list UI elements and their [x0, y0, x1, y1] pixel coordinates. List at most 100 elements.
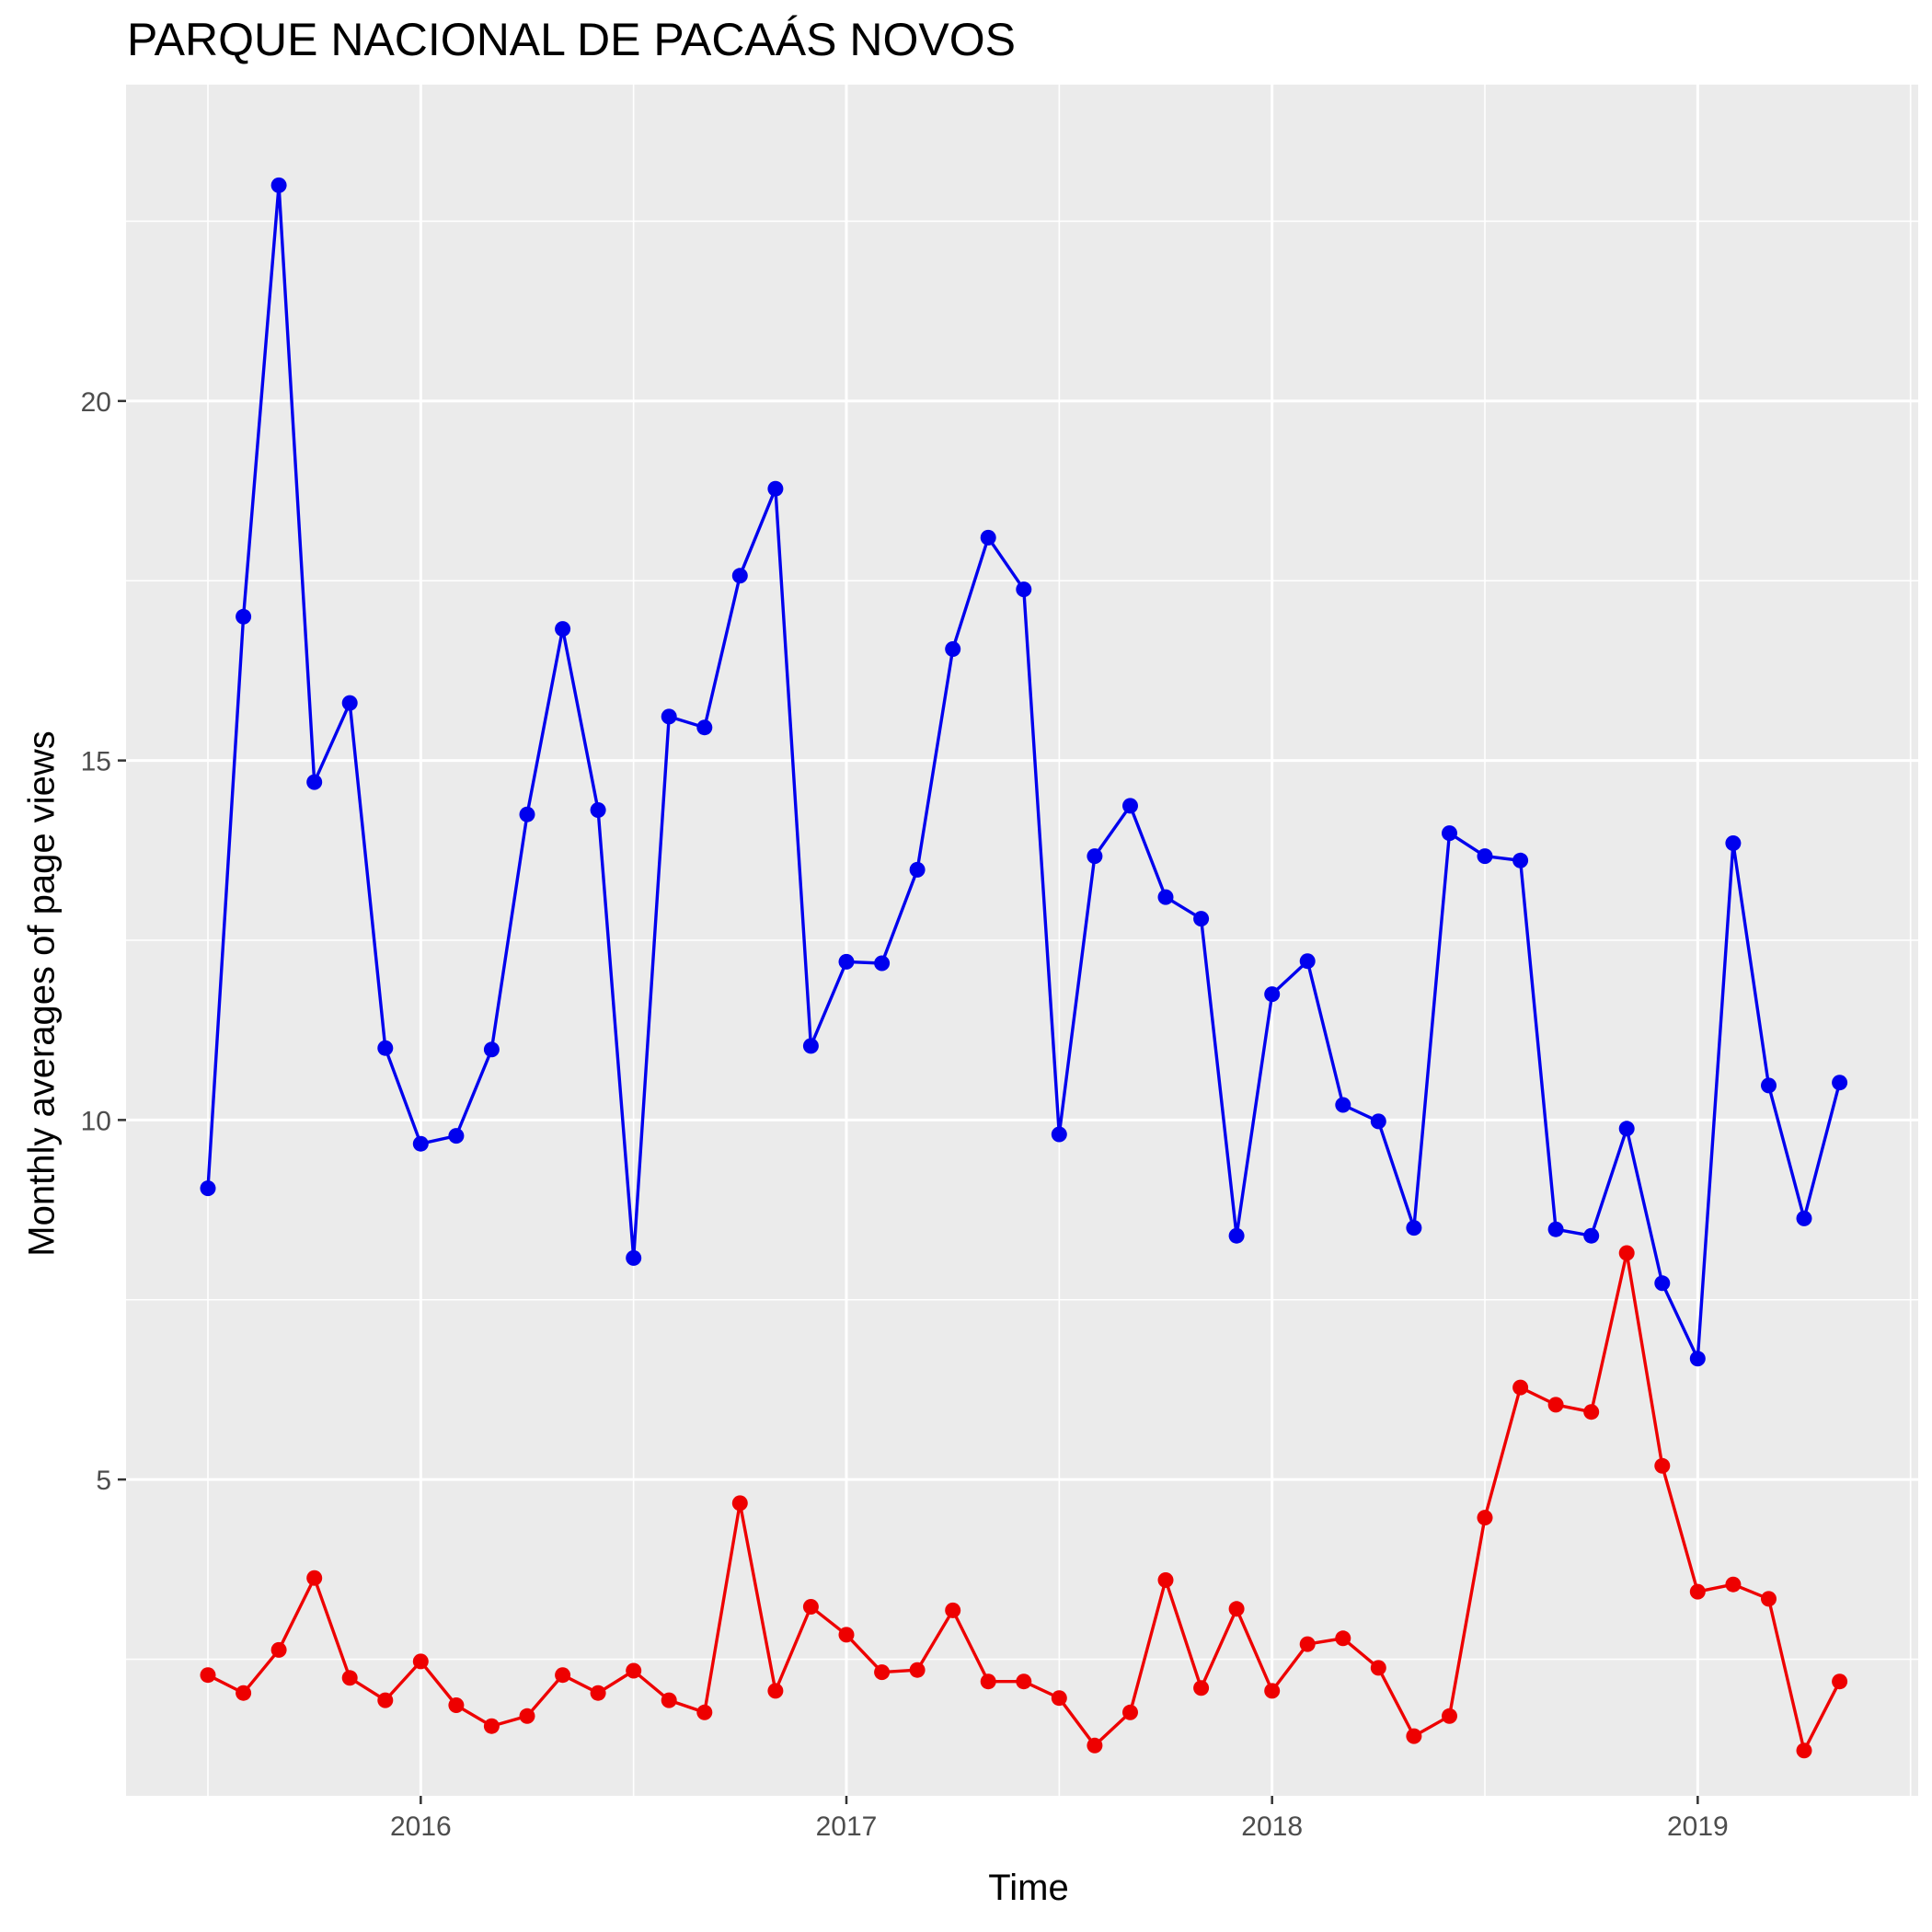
data-point [1761, 1591, 1777, 1607]
data-point [1406, 1728, 1422, 1744]
data-point [1299, 953, 1316, 970]
data-point [519, 1708, 535, 1724]
data-point [661, 1692, 677, 1708]
data-point [767, 480, 784, 497]
y-tick-label: 15 [81, 747, 111, 777]
x-tick-label: 2017 [816, 1811, 878, 1842]
data-point [1051, 1690, 1067, 1707]
data-point [1512, 852, 1529, 868]
data-point [1832, 1075, 1848, 1091]
x-tick-label: 2016 [390, 1811, 452, 1842]
data-point [731, 1495, 748, 1512]
data-point [1370, 1660, 1386, 1676]
data-point [1583, 1227, 1600, 1244]
data-point [1335, 1097, 1351, 1113]
data-point [1335, 1630, 1351, 1647]
data-point [590, 1685, 606, 1701]
data-point [1796, 1742, 1812, 1759]
data-point [1228, 1601, 1245, 1617]
data-point [590, 802, 606, 818]
data-point [731, 568, 748, 584]
data-point [874, 1664, 891, 1681]
data-point [448, 1697, 465, 1713]
minor-gridlines [126, 85, 1918, 1796]
data-point [1547, 1221, 1564, 1237]
data-point [1796, 1210, 1812, 1226]
data-point [1299, 1636, 1316, 1652]
data-point [1193, 911, 1210, 927]
data-point [802, 1599, 819, 1615]
data-point [519, 806, 535, 822]
axes: 5 10 15 20 2016 2017 2018 2019 [81, 387, 1729, 1842]
data-point [802, 1038, 819, 1054]
data-point [980, 1673, 996, 1690]
data-point [555, 1667, 571, 1684]
data-point [1087, 1737, 1103, 1754]
data-point [555, 621, 571, 638]
series-layer [200, 177, 1848, 1759]
data-point [874, 955, 891, 972]
major-gridlines [126, 85, 1918, 1796]
y-tick-label: 5 [96, 1466, 111, 1496]
data-point [1370, 1113, 1386, 1130]
data-point [909, 1662, 926, 1678]
data-point [1725, 1576, 1742, 1593]
data-point [200, 1667, 216, 1684]
data-point [1406, 1220, 1422, 1236]
y-axis-title: Monthly averages of page views [21, 730, 63, 1257]
data-point [1157, 1572, 1174, 1588]
data-point [236, 1685, 252, 1701]
data-point [838, 953, 855, 970]
data-point [341, 695, 358, 711]
x-tick-label: 2018 [1241, 1811, 1303, 1842]
data-point [1725, 835, 1742, 851]
data-point [236, 608, 252, 625]
data-point [341, 1670, 358, 1686]
data-point [1016, 581, 1032, 598]
data-point [1193, 1680, 1210, 1696]
data-point [200, 1180, 216, 1197]
data-point [1761, 1077, 1777, 1094]
data-point [767, 1683, 784, 1699]
data-point [1583, 1404, 1600, 1420]
data-point [696, 719, 713, 736]
x-tick-label: 2019 [1667, 1811, 1729, 1842]
data-point [377, 1040, 394, 1056]
data-point [1547, 1397, 1564, 1413]
data-point [1122, 1704, 1138, 1720]
data-point [1228, 1227, 1245, 1244]
chart-title: PARQUE NACIONAL DE PACAÁS NOVOS [127, 14, 1016, 65]
data-point [412, 1653, 429, 1670]
data-point [1689, 1351, 1706, 1367]
y-tick-label: 10 [81, 1106, 111, 1136]
data-point [483, 1041, 500, 1058]
data-point [1264, 1683, 1281, 1699]
data-point [980, 529, 996, 546]
data-point [1051, 1126, 1067, 1143]
x-axis-title: Time [988, 1868, 1069, 1908]
data-point [448, 1128, 465, 1144]
data-point [270, 1641, 287, 1658]
data-point [1477, 848, 1493, 865]
data-point [1442, 1708, 1457, 1724]
data-point [1618, 1121, 1635, 1137]
data-point [1016, 1673, 1032, 1690]
data-point [1654, 1275, 1671, 1292]
data-point [1157, 889, 1174, 905]
data-point [483, 1718, 500, 1734]
data-point [661, 708, 677, 725]
data-point [626, 1662, 642, 1679]
data-point [626, 1249, 642, 1266]
data-point [412, 1135, 429, 1152]
data-point [1122, 798, 1138, 814]
data-point [1512, 1379, 1529, 1396]
data-point [1087, 848, 1103, 865]
data-point [1442, 825, 1457, 842]
data-point [306, 774, 323, 790]
data-point [1689, 1583, 1706, 1600]
data-point [1477, 1510, 1493, 1526]
data-point [945, 641, 961, 657]
data-point [838, 1627, 855, 1643]
